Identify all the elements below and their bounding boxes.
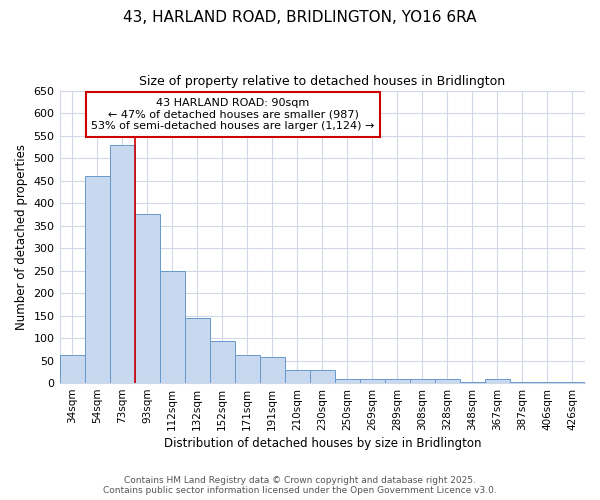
Bar bbox=[560, 382, 585, 383]
Bar bbox=[485, 380, 510, 383]
Bar bbox=[260, 357, 285, 383]
Bar bbox=[209, 341, 235, 383]
Bar bbox=[160, 270, 185, 383]
Title: Size of property relative to detached houses in Bridlington: Size of property relative to detached ho… bbox=[139, 75, 505, 88]
Bar bbox=[410, 380, 435, 383]
Bar bbox=[535, 382, 560, 383]
Text: 43 HARLAND ROAD: 90sqm
← 47% of detached houses are smaller (987)
53% of semi-de: 43 HARLAND ROAD: 90sqm ← 47% of detached… bbox=[91, 98, 374, 131]
Bar bbox=[185, 318, 209, 383]
Bar bbox=[510, 382, 535, 383]
Bar bbox=[59, 354, 85, 383]
Bar bbox=[134, 214, 160, 383]
X-axis label: Distribution of detached houses by size in Bridlington: Distribution of detached houses by size … bbox=[164, 437, 481, 450]
Bar bbox=[435, 380, 460, 383]
Bar bbox=[385, 380, 410, 383]
Text: Contains HM Land Registry data © Crown copyright and database right 2025.
Contai: Contains HM Land Registry data © Crown c… bbox=[103, 476, 497, 495]
Bar bbox=[310, 370, 335, 383]
Text: 43, HARLAND ROAD, BRIDLINGTON, YO16 6RA: 43, HARLAND ROAD, BRIDLINGTON, YO16 6RA bbox=[123, 10, 477, 25]
Bar bbox=[85, 176, 110, 383]
Bar bbox=[360, 380, 385, 383]
Bar bbox=[235, 354, 260, 383]
Y-axis label: Number of detached properties: Number of detached properties bbox=[15, 144, 28, 330]
Bar bbox=[285, 370, 310, 383]
Bar bbox=[110, 144, 134, 383]
Bar bbox=[460, 382, 485, 383]
Bar bbox=[335, 380, 360, 383]
